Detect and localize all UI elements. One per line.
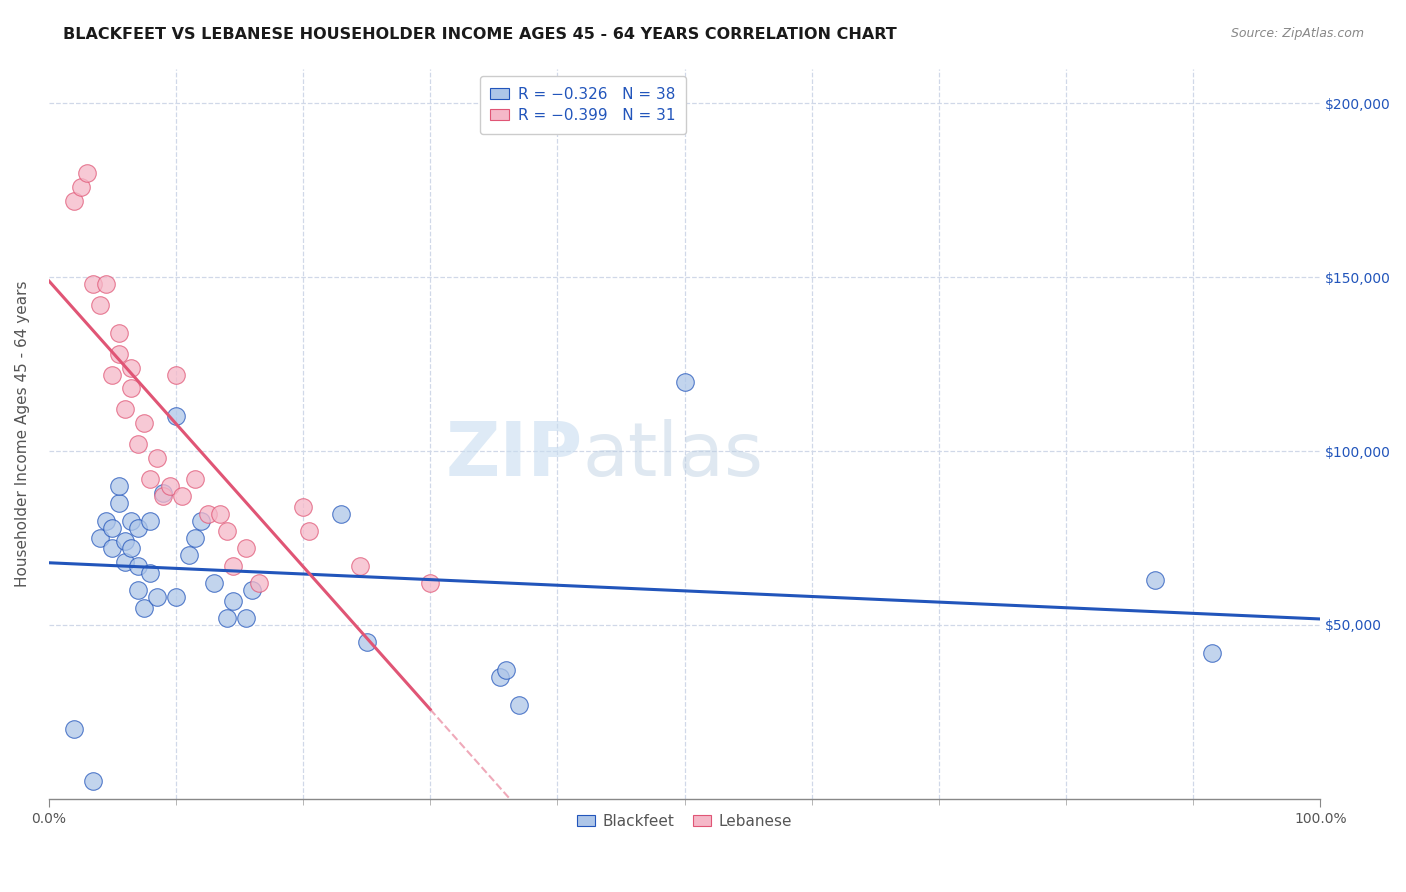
Point <box>89 298 111 312</box>
Text: atlas: atlas <box>582 419 763 492</box>
Point <box>1143 573 1166 587</box>
Point <box>101 520 124 534</box>
Point <box>222 558 245 573</box>
Point <box>209 507 232 521</box>
Point <box>298 524 321 538</box>
Point <box>235 541 257 556</box>
Point <box>101 368 124 382</box>
Point <box>356 635 378 649</box>
Point <box>127 583 149 598</box>
Point <box>165 590 187 604</box>
Point <box>177 549 200 563</box>
Text: Source: ZipAtlas.com: Source: ZipAtlas.com <box>1230 27 1364 40</box>
Legend: Blackfeet, Lebanese: Blackfeet, Lebanese <box>571 808 799 835</box>
Point <box>63 723 86 737</box>
Point <box>82 277 104 292</box>
Point <box>114 534 136 549</box>
Point <box>330 507 353 521</box>
Point <box>197 507 219 521</box>
Point <box>292 500 315 514</box>
Point <box>69 179 91 194</box>
Text: ZIP: ZIP <box>446 419 582 492</box>
Point <box>82 774 104 789</box>
Point <box>235 611 257 625</box>
Point <box>63 194 86 208</box>
Point <box>1201 646 1223 660</box>
Point <box>94 277 117 292</box>
Point <box>159 479 181 493</box>
Point <box>76 166 98 180</box>
Point <box>107 326 129 340</box>
Point <box>107 479 129 493</box>
Point <box>152 485 174 500</box>
Point <box>419 576 441 591</box>
Point <box>139 472 162 486</box>
Point <box>127 558 149 573</box>
Point <box>132 600 155 615</box>
Point <box>107 496 129 510</box>
Point <box>94 514 117 528</box>
Point <box>120 360 142 375</box>
Point <box>101 541 124 556</box>
Point <box>114 402 136 417</box>
Point <box>127 437 149 451</box>
Text: BLACKFEET VS LEBANESE HOUSEHOLDER INCOME AGES 45 - 64 YEARS CORRELATION CHART: BLACKFEET VS LEBANESE HOUSEHOLDER INCOME… <box>63 27 897 42</box>
Point <box>146 450 169 465</box>
Point <box>508 698 530 712</box>
Point <box>120 514 142 528</box>
Point <box>139 514 162 528</box>
Point <box>132 416 155 430</box>
Point <box>215 611 238 625</box>
Point <box>202 576 225 591</box>
Point <box>184 531 207 545</box>
Point <box>349 558 371 573</box>
Point <box>215 524 238 538</box>
Point <box>247 576 270 591</box>
Point <box>222 593 245 607</box>
Point <box>120 541 142 556</box>
Point <box>107 347 129 361</box>
Point <box>89 531 111 545</box>
Point <box>120 381 142 395</box>
Point <box>146 590 169 604</box>
Point <box>184 472 207 486</box>
Point <box>240 583 263 598</box>
Point <box>673 375 696 389</box>
Point <box>165 409 187 424</box>
Point <box>127 520 149 534</box>
Point <box>495 663 517 677</box>
Y-axis label: Householder Income Ages 45 - 64 years: Householder Income Ages 45 - 64 years <box>15 280 30 587</box>
Point <box>165 368 187 382</box>
Point <box>172 489 194 503</box>
Point <box>114 555 136 569</box>
Point <box>152 489 174 503</box>
Point <box>139 566 162 580</box>
Point <box>190 514 212 528</box>
Point <box>489 670 512 684</box>
